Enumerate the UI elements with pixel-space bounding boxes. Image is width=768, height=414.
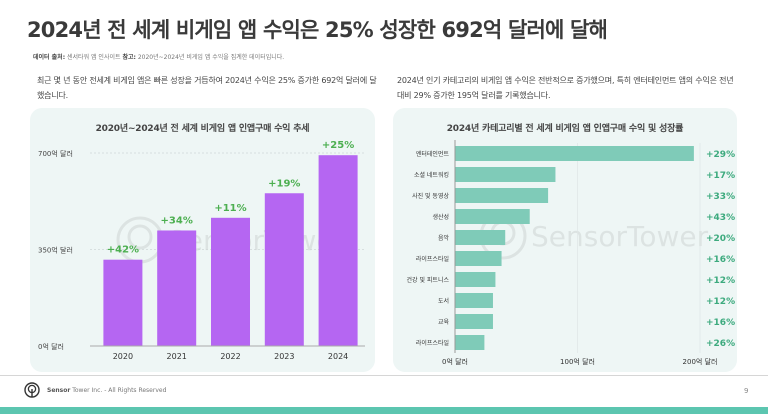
bar-음악 <box>455 230 506 245</box>
bar-라이프스타일 <box>455 335 485 350</box>
category-label: 라이프스타일 <box>416 255 449 263</box>
data-source-note: 데이터 출처: 센서타워 앱 인사이트 참고: 2020년~2024년 비게임 … <box>33 52 284 61</box>
category-label: 도서 <box>438 297 449 305</box>
category-label: 생산성 <box>432 213 449 221</box>
growth-label: +29% <box>706 150 735 160</box>
growth-label: +16% <box>706 255 735 265</box>
category-label: 엔터테인먼트 <box>416 150 450 158</box>
watermark-logo-inner <box>127 224 153 250</box>
x-tick-label: 2020 <box>113 352 133 361</box>
note-label: 참고: <box>122 54 136 61</box>
chart-title: 2020년~2024년 전 세계 비게임 앱 인앱구매 수익 추세 <box>95 124 310 134</box>
growth-label: +42% <box>107 245 139 256</box>
yearly-revenue-chart: SensorTower 0억 달러 350억 달러 700억 달러 +42% 2020 +3… <box>38 140 365 361</box>
growth-label: +16% <box>706 318 735 328</box>
x-tick-label: 2024 <box>328 352 348 361</box>
category-revenue-chart-card: 2024년 카테고리별 전 세계 비게임 앱 인앱구매 수익 및 성장률 Sen… <box>393 108 737 372</box>
growth-label: +43% <box>706 213 735 223</box>
category-label: 건강 및 피트니스 <box>407 276 450 284</box>
bar-도서 <box>455 293 493 308</box>
growth-label: +12% <box>706 297 735 307</box>
x-tick-label: 2021 <box>167 352 187 361</box>
copyright-text: Tower Inc. - All Rights Reserved <box>70 387 167 394</box>
y-tick-label: 700억 달러 <box>38 149 73 158</box>
right-description: 2024년 인기 카테고리의 비게임 앱 수익은 전반적으로 증가했으며, 특히… <box>397 76 734 100</box>
category-label: 소셜 네트워킹 <box>414 171 449 179</box>
y-tick-label: 0억 달러 <box>38 342 64 351</box>
bar-생산성 <box>455 209 530 224</box>
yearly-revenue-chart-card: 2020년~2024년 전 세계 비게임 앱 인앱구매 수익 추세 Sensor… <box>30 108 375 372</box>
growth-label: +20% <box>706 234 735 244</box>
page-title: 2024년 전 세계 비게임 앱 수익은 25% 성장한 692억 달러에 달해 <box>27 18 608 42</box>
category-revenue-chart: SensorTower 0억 달러 100억 달러 200억 달러 엔터테인먼트 +29%… <box>407 140 735 366</box>
category-label: 음악 <box>438 234 450 242</box>
x-tick-label: 2023 <box>274 352 294 361</box>
sensor-tower-logo-icon <box>24 382 40 398</box>
growth-label: +11% <box>214 203 246 214</box>
chart-title: 2024년 카테고리별 전 세계 비게임 앱 인앱구매 수익 및 성장률 <box>446 124 684 134</box>
bar-2023 <box>264 193 304 346</box>
x-tick-label: 0억 달러 <box>442 357 468 366</box>
bar-엔터테인먼트 <box>455 146 694 161</box>
growth-label: +12% <box>706 276 735 286</box>
growth-label: +25% <box>322 140 354 151</box>
bar-사진 및 동영상 <box>455 188 549 203</box>
growth-label: +19% <box>268 178 300 189</box>
bar-2021 <box>157 230 197 346</box>
y-tick-label: 350억 달러 <box>38 246 73 255</box>
growth-label: +26% <box>706 339 735 349</box>
bar-소셜 네트워킹 <box>455 167 556 182</box>
brand-bottom-bar <box>0 407 768 414</box>
bar-2022 <box>211 217 250 346</box>
growth-label: +17% <box>706 171 735 181</box>
bar-2020 <box>103 259 143 346</box>
source-label: 데이터 출처: <box>33 54 66 61</box>
bar-교육 <box>455 314 493 329</box>
watermark: SensorTower <box>116 216 346 264</box>
x-tick-label: 100억 달러 <box>560 357 595 366</box>
category-label: 교육 <box>438 319 450 326</box>
watermark-text: SensorTower <box>168 224 346 257</box>
category-label: 사진 및 동영상 <box>412 192 449 200</box>
growth-label: +34% <box>161 215 193 226</box>
bar-2024 <box>318 155 358 346</box>
category-label: 라이프스타일 <box>416 339 449 347</box>
watermark-text: SensorTower <box>531 220 709 253</box>
page-number: 9 <box>744 387 749 395</box>
x-tick-label: 200억 달러 <box>683 357 718 366</box>
footer-divider <box>0 375 768 376</box>
source-value: 센서타워 앱 인사이트 <box>67 54 121 61</box>
note-value: 2020년~2024년 비게임 앱 수익을 집계한 데이터입니다. <box>137 54 285 61</box>
brand-name: Sensor <box>47 387 71 394</box>
copyright: Sensor Tower Inc. - All Rights Reserved <box>47 387 166 394</box>
x-tick-label: 2022 <box>220 352 240 361</box>
bar-건강 및 피트니스 <box>455 272 496 287</box>
bar-라이프스타일 <box>455 251 502 266</box>
growth-label: +33% <box>706 192 735 202</box>
left-description: 최근 몇 년 동안 전세계 비게임 앱은 빠른 성장을 거듭하여 2024년 수… <box>37 76 377 100</box>
